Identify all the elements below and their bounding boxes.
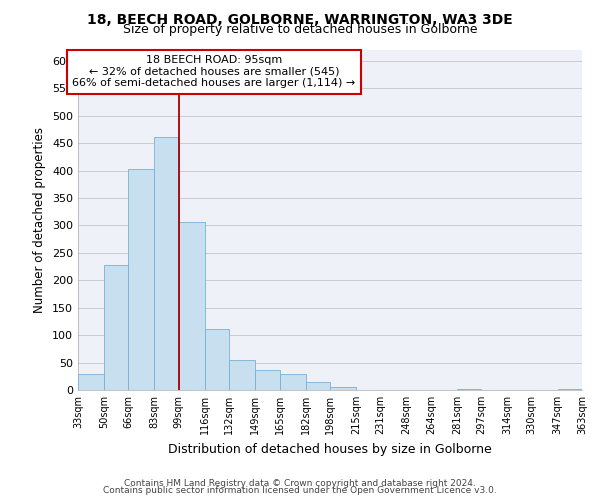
Bar <box>280 374 305 390</box>
Bar <box>205 329 229 390</box>
Bar <box>128 169 154 390</box>
Bar <box>179 222 205 390</box>
Text: 18, BEECH ROAD, GOLBORNE, WARRINGTON, WA3 3DE: 18, BEECH ROAD, GOLBORNE, WARRINGTON, WA… <box>87 12 513 26</box>
Y-axis label: Number of detached properties: Number of detached properties <box>34 127 46 313</box>
Text: Size of property relative to detached houses in Golborne: Size of property relative to detached ho… <box>123 22 477 36</box>
Bar <box>154 136 179 390</box>
Bar <box>457 389 481 390</box>
Bar <box>104 265 128 390</box>
Text: Contains public sector information licensed under the Open Government Licence v3: Contains public sector information licen… <box>103 486 497 495</box>
Text: 18 BEECH ROAD: 95sqm
← 32% of detached houses are smaller (545)
66% of semi-deta: 18 BEECH ROAD: 95sqm ← 32% of detached h… <box>73 55 356 88</box>
Bar <box>229 360 255 390</box>
Text: Contains HM Land Registry data © Crown copyright and database right 2024.: Contains HM Land Registry data © Crown c… <box>124 478 476 488</box>
Bar <box>330 388 356 390</box>
Bar <box>255 370 280 390</box>
X-axis label: Distribution of detached houses by size in Golborne: Distribution of detached houses by size … <box>168 442 492 456</box>
Bar <box>78 374 104 390</box>
Bar <box>305 382 330 390</box>
